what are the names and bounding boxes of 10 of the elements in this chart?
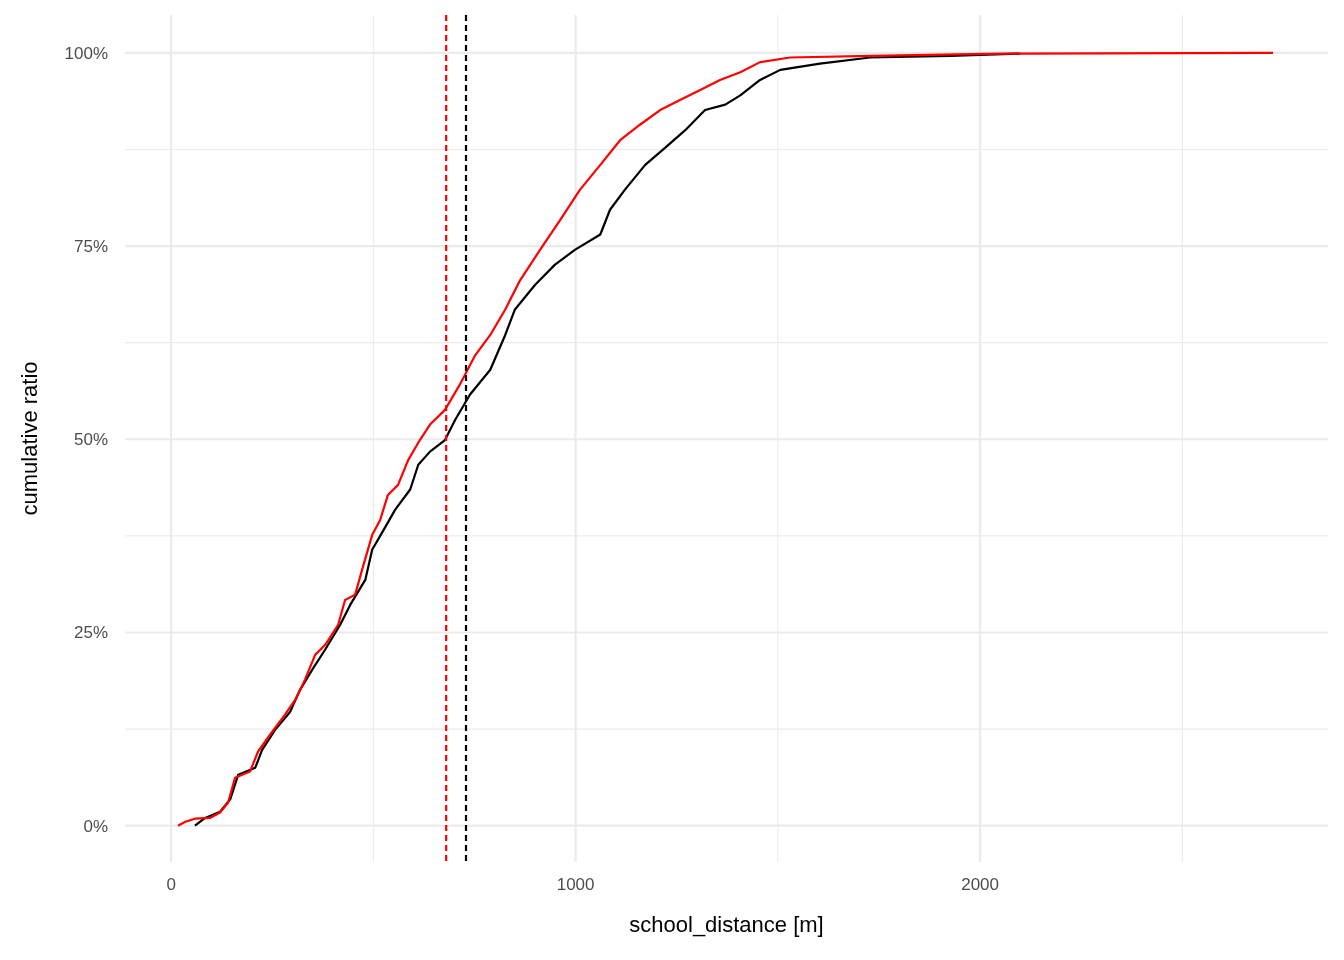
y-tick-label: 50% xyxy=(73,430,108,450)
x-axis-title: school_distance [m] xyxy=(629,912,824,937)
x-tick-label: 1000 xyxy=(556,875,595,894)
y-axis-title: cumulative ratio xyxy=(17,361,42,516)
y-tick-label: 100% xyxy=(64,43,108,63)
y-tick-label: 25% xyxy=(73,623,108,643)
y-tick-label: 0% xyxy=(83,816,108,836)
x-tick-label: 0 xyxy=(166,875,176,894)
x-tick-label: 2000 xyxy=(961,875,1000,894)
y-tick-label: 75% xyxy=(73,237,108,257)
